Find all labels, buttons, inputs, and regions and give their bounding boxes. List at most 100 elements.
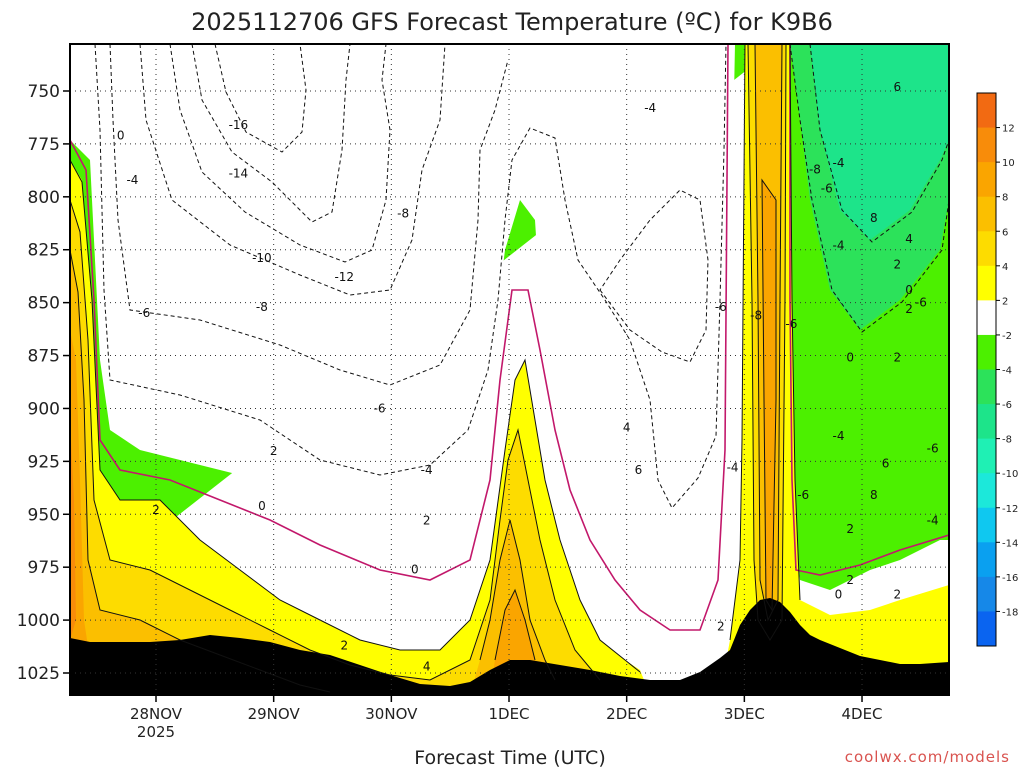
- fill-minus-2-to-2-band: [70, 44, 735, 620]
- colorbar-legend: 12 10 8 6 4 2 -2 -4 -6 -8 -10 -12 -14 -16 -18: [976, 92, 1018, 647]
- x-tick-label: 2DEC: [606, 705, 647, 723]
- negative-isotherm-4: [169, 44, 391, 263]
- y-tick-label: 800: [28, 188, 60, 208]
- contour-label: -8: [397, 207, 409, 221]
- y-tick-label: 750: [28, 82, 60, 102]
- colorbar-label: -8: [1002, 435, 1012, 446]
- colorbar-label: 4: [1002, 262, 1008, 273]
- contour-label: -6: [374, 401, 386, 415]
- positive-isotherm-4: [479, 519, 556, 681]
- contour-label: 0: [258, 499, 266, 513]
- positive-isotherm-9: [761, 178, 777, 612]
- x-tick-label: 30NOV: [365, 705, 418, 723]
- contour-label: 2: [894, 351, 902, 365]
- contour-label: 2: [423, 514, 431, 528]
- colorbar-label: -16: [1002, 573, 1018, 584]
- contour-label: -6: [915, 296, 927, 310]
- positive-isotherm-6: [729, 44, 801, 641]
- contour-label: -6: [821, 181, 833, 195]
- colorbar-label: 6: [1002, 227, 1008, 238]
- contour-label: 2: [270, 444, 278, 458]
- fill-10-to-12: [70, 420, 76, 640]
- contour-label: -4: [833, 238, 845, 252]
- colorbar-label: 2: [1002, 296, 1008, 307]
- contour-label: -6: [138, 306, 150, 320]
- negative-isotherm-7: [599, 189, 709, 363]
- contour-label: 4: [623, 421, 631, 435]
- colorbar-swatch: [977, 162, 996, 198]
- negative-isotherm-6: [214, 44, 307, 153]
- x-tick-label: 1DEC: [488, 705, 529, 723]
- contour-label: 2: [905, 302, 913, 316]
- negative-isotherm-2: [109, 44, 509, 386]
- contour-label: 6: [635, 463, 643, 477]
- contour-label: -4: [833, 156, 845, 170]
- chart-title: 2025112706 GFS Forecast Temperature (ºC)…: [191, 8, 833, 36]
- colorbar-swatch: [977, 127, 996, 163]
- contour-label: 0: [846, 351, 854, 365]
- surface-terrain: [70, 598, 949, 695]
- y-tick-label: 950: [28, 505, 60, 525]
- contour-label: 8: [870, 211, 878, 225]
- y-tick-label: 825: [28, 241, 60, 261]
- colorbar-swatch: [977, 576, 996, 612]
- gridlines: [70, 44, 949, 695]
- colorbar-swatch: [977, 334, 996, 370]
- positive-isotherm-5: [494, 588, 536, 661]
- contour-label: -4: [727, 461, 739, 475]
- colorbar-label: -12: [1002, 504, 1018, 515]
- colorbar-swatch: [977, 404, 996, 440]
- y-tick-label: 775: [28, 135, 60, 155]
- colorbar-label: 12: [1002, 124, 1015, 135]
- contour-label-bg: [960, 162, 976, 175]
- contour-label: 0: [835, 588, 843, 602]
- positive-isotherm-1: [70, 159, 641, 673]
- x-tick-label: 29NOV: [248, 705, 301, 723]
- negative-isotherm-3: [139, 44, 446, 296]
- contour-label: -6: [785, 317, 797, 331]
- contour-label: 0: [411, 562, 419, 576]
- contour-label: 4: [423, 660, 431, 674]
- colorbar-swatch: [977, 231, 996, 267]
- freezing-line-right: [789, 44, 949, 576]
- contour-labels: 0-4-62-16-14-10-802-8-12-6-42024-4462-6-…: [117, 80, 976, 674]
- x-tick-sublabel: 2025: [137, 723, 175, 741]
- contour-label: -6: [797, 488, 809, 502]
- contour-label: -6: [927, 442, 939, 456]
- x-axis-label: Forecast Time (UTC): [414, 747, 605, 768]
- contour-label-bg: [948, 158, 964, 171]
- contour-label: 0: [905, 283, 913, 297]
- contour-label: -4: [927, 514, 939, 528]
- contour-label: 2: [340, 638, 348, 652]
- contour-label: 2: [717, 619, 725, 633]
- credit-text: coolwx.com/models: [845, 748, 1010, 766]
- contour-label: 2: [894, 258, 902, 272]
- colorbar-label: -18: [1002, 607, 1018, 618]
- freezing-line-left: [70, 44, 729, 631]
- colorbar-label: -2: [1002, 331, 1012, 342]
- contour-label: -10: [252, 251, 272, 265]
- colorbar-swatch: [977, 196, 996, 232]
- contour-label: 2: [152, 503, 160, 517]
- y-axis: 750 775 800 825 850 875 900 925 950 975 1000 1025: [17, 82, 70, 684]
- contour-label: -4: [421, 463, 433, 477]
- contour-label: 2: [894, 588, 902, 602]
- positive-isotherm-8: [754, 44, 783, 622]
- negative-isotherm-8: [789, 44, 949, 333]
- contour-label: 4: [905, 232, 913, 246]
- contour-label: -4: [126, 173, 138, 187]
- y-tick-label: 1025: [17, 664, 60, 684]
- colorbar-label: -4: [1002, 366, 1012, 377]
- negative-isotherm-9: [809, 44, 949, 243]
- contour-label: 6: [894, 80, 902, 94]
- fill-minus-6-to-minus-8-far-right: [810, 44, 949, 240]
- colorbar-swatch: [977, 507, 996, 543]
- y-tick-label: 850: [28, 294, 60, 314]
- contour-label: 8: [870, 488, 878, 502]
- colorbar-swatch: [977, 93, 996, 129]
- contour-label: -6: [715, 300, 727, 314]
- contour-label: -16: [229, 118, 249, 132]
- colorbar-label: 8: [1002, 193, 1008, 204]
- contour-label: 0: [117, 128, 125, 142]
